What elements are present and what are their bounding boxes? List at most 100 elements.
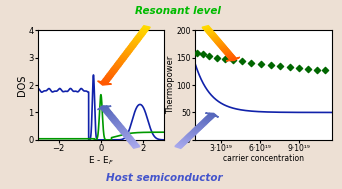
FancyArrow shape (193, 128, 200, 131)
Point (207, 54, 212, 57)
FancyArrow shape (199, 123, 206, 126)
Point (323, 69, 328, 72)
FancyArrow shape (175, 145, 182, 148)
FancyArrow shape (201, 120, 208, 123)
FancyArrow shape (137, 33, 145, 36)
Point (239, 60, 245, 63)
FancyArrow shape (206, 29, 212, 32)
Point (248, 61, 254, 64)
FancyArrow shape (112, 120, 119, 123)
FancyArrow shape (109, 116, 116, 119)
FancyArrow shape (194, 127, 201, 130)
FancyArrow shape (117, 126, 124, 129)
FancyArrow shape (189, 132, 196, 135)
FancyArrow shape (205, 29, 212, 31)
FancyArrow shape (102, 108, 109, 111)
FancyArrow shape (186, 135, 193, 138)
FancyArrow shape (106, 74, 114, 77)
FancyArrow shape (109, 69, 117, 72)
FancyArrow shape (128, 140, 135, 143)
FancyArrow shape (208, 33, 215, 35)
FancyArrow shape (123, 134, 131, 137)
FancyArrow shape (179, 142, 186, 145)
FancyArrow shape (133, 145, 140, 148)
FancyArrow shape (118, 127, 125, 130)
FancyArrow shape (206, 30, 213, 33)
FancyArrow shape (203, 27, 210, 29)
FancyArrow shape (227, 55, 234, 57)
FancyArrow shape (205, 117, 212, 120)
FancyArrow shape (212, 37, 219, 40)
FancyArrow shape (101, 106, 108, 109)
FancyArrow shape (184, 136, 192, 139)
FancyArrow shape (122, 53, 130, 56)
FancyArrow shape (116, 125, 123, 127)
FancyArrow shape (221, 48, 228, 51)
FancyArrow shape (143, 26, 150, 29)
FancyArrow shape (134, 37, 141, 41)
FancyArrow shape (176, 144, 183, 147)
Point (297, 67, 302, 70)
FancyArrow shape (97, 106, 111, 110)
FancyArrow shape (122, 133, 130, 136)
FancyArrow shape (187, 134, 194, 137)
FancyArrow shape (112, 66, 120, 69)
FancyArrow shape (217, 43, 224, 46)
FancyArrow shape (114, 123, 122, 126)
FancyArrow shape (120, 56, 127, 59)
FancyArrow shape (207, 32, 214, 34)
Y-axis label: Thermopower: Thermopower (166, 56, 175, 114)
FancyArrow shape (220, 47, 227, 50)
FancyArrow shape (105, 76, 112, 79)
FancyArrow shape (121, 54, 129, 57)
FancyArrow shape (206, 116, 213, 119)
FancyArrow shape (139, 31, 146, 34)
FancyArrow shape (123, 51, 131, 54)
FancyArrow shape (225, 53, 232, 55)
FancyArrow shape (214, 39, 221, 42)
FancyArrow shape (229, 58, 237, 60)
FancyArrow shape (209, 33, 216, 36)
FancyArrow shape (121, 131, 129, 134)
Point (222, 58, 228, 61)
FancyArrow shape (113, 122, 120, 125)
FancyArrow shape (215, 41, 222, 44)
FancyArrow shape (204, 28, 211, 30)
FancyArrow shape (97, 81, 111, 85)
FancyArrow shape (183, 137, 190, 140)
FancyArrow shape (202, 119, 210, 122)
FancyArrow shape (192, 129, 199, 132)
FancyArrow shape (203, 118, 211, 121)
FancyArrow shape (115, 63, 122, 66)
Point (315, 68, 320, 71)
FancyArrow shape (111, 68, 118, 71)
FancyArrow shape (126, 137, 133, 140)
FancyArrow shape (116, 61, 123, 64)
FancyArrow shape (200, 122, 207, 125)
FancyArrow shape (195, 126, 202, 129)
FancyArrow shape (114, 64, 121, 67)
FancyArrow shape (130, 143, 137, 145)
Point (287, 65, 293, 68)
FancyArrow shape (216, 42, 223, 45)
FancyArrow shape (106, 113, 114, 116)
FancyArrow shape (120, 130, 127, 133)
FancyArrow shape (226, 54, 233, 57)
FancyArrow shape (105, 112, 113, 115)
FancyArrow shape (129, 44, 136, 47)
FancyArrow shape (132, 39, 140, 42)
FancyArrow shape (207, 115, 214, 118)
Point (268, 63, 273, 66)
X-axis label: carrier concentration: carrier concentration (223, 154, 304, 163)
FancyArrow shape (110, 118, 117, 120)
FancyArrow shape (218, 44, 225, 47)
Point (214, 56, 220, 59)
FancyArrow shape (107, 115, 115, 118)
FancyArrow shape (127, 46, 135, 49)
FancyArrow shape (196, 125, 203, 128)
FancyArrow shape (140, 29, 148, 32)
FancyArrow shape (211, 36, 218, 39)
FancyArrow shape (103, 78, 111, 81)
FancyArrow shape (181, 140, 188, 143)
FancyArrow shape (219, 45, 226, 48)
